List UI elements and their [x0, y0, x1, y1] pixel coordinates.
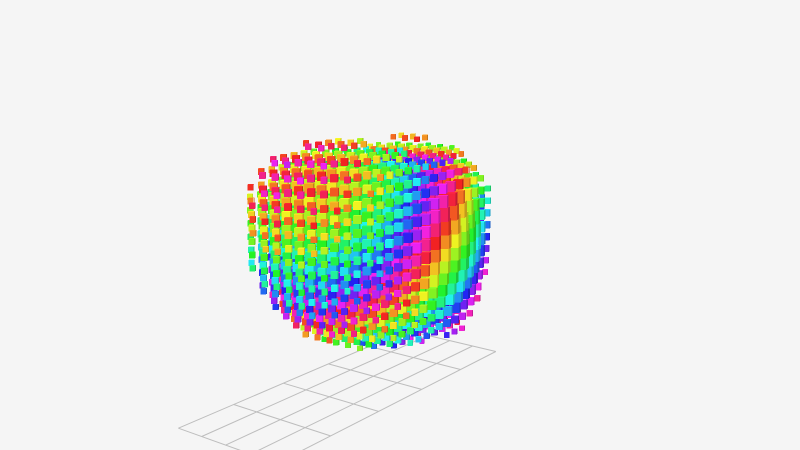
floor-grid — [178, 329, 497, 450]
plot-canvas[interactable] — [0, 0, 800, 450]
voxel-cloud — [246, 132, 491, 352]
